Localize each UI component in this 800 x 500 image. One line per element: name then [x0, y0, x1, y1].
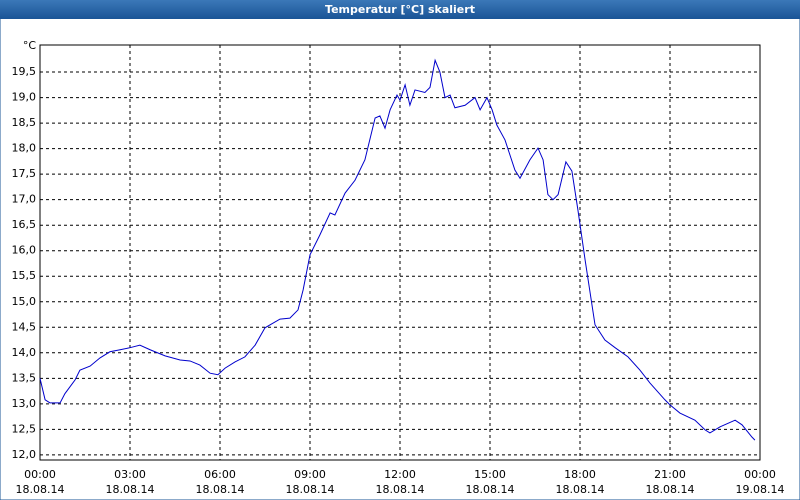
y-unit: °C	[23, 39, 37, 52]
x-tick-date: 18.08.14	[196, 483, 245, 496]
x-tick-date: 18.08.14	[106, 483, 155, 496]
y-tick-label: 13,5	[12, 371, 37, 384]
x-tick-date: 18.08.14	[16, 483, 65, 496]
x-tick-date: 18.08.14	[466, 483, 515, 496]
x-tick-date: 18.08.14	[556, 483, 605, 496]
data-line	[39, 58, 756, 441]
y-tick-label: 19,0	[12, 91, 37, 104]
x-tick-label: 12:00	[384, 468, 416, 481]
x-tick-date: 18.08.14	[376, 483, 425, 496]
x-tick-date: 19.08.14	[736, 483, 785, 496]
x-tick-label: 21:00	[654, 468, 686, 481]
chart-title: Temperatur [°C] skaliert	[325, 3, 475, 16]
x-tick-label: 03:00	[114, 468, 146, 481]
y-tick-label: 19,5	[12, 65, 37, 78]
x-tick-label: 00:00	[24, 468, 56, 481]
y-tick-label: 17,5	[12, 167, 37, 180]
x-tick-label: 09:00	[294, 468, 326, 481]
y-tick-label: 14,0	[12, 346, 37, 359]
x-tick-date: 18.08.14	[286, 483, 335, 496]
x-tick-label: 15:00	[474, 468, 506, 481]
title-bar	[0, 0, 800, 19]
x-tick-label: 06:00	[204, 468, 236, 481]
y-tick-label: 12,5	[12, 422, 37, 435]
y-tick-label: 15,5	[12, 269, 37, 282]
y-tick-label: 17,0	[12, 193, 37, 206]
plot-border	[39, 44, 761, 461]
y-tick-label: 13,0	[12, 397, 37, 410]
x-tick-label: 00:00	[744, 468, 776, 481]
y-tick-label: 15,0	[12, 295, 37, 308]
x-tick-label: 18:00	[564, 468, 596, 481]
x-tick-date: 18.08.14	[646, 483, 695, 496]
y-tick-label: 18,5	[12, 116, 37, 129]
y-tick-label: 16,5	[12, 218, 37, 231]
y-tick-label: 16,0	[12, 244, 37, 257]
y-tick-label: 18,0	[12, 142, 37, 155]
y-tick-label: 14,5	[12, 320, 37, 333]
y-tick-label: 12,0	[12, 448, 37, 461]
